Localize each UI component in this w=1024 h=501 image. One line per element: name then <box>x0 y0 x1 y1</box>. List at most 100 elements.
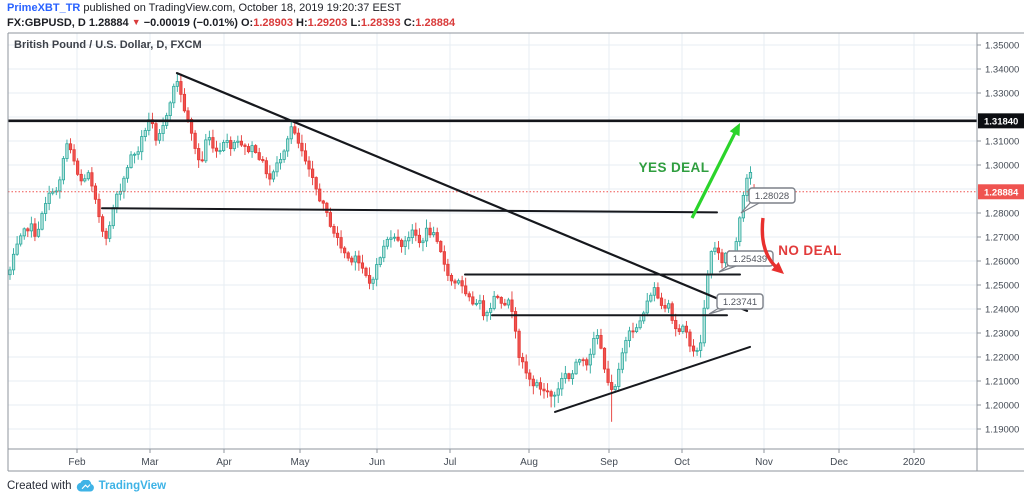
candle-up <box>157 129 162 144</box>
candle-down <box>481 295 486 321</box>
close-label: C: <box>403 17 416 29</box>
candle-body <box>36 228 41 237</box>
candle-body <box>378 257 382 265</box>
candle-body <box>157 133 162 141</box>
candle-body <box>585 359 589 366</box>
candle-up <box>218 142 222 155</box>
candle-body <box>357 255 361 264</box>
candle-body <box>136 151 140 155</box>
candle-body <box>453 280 457 284</box>
candle-body <box>90 172 94 187</box>
candle-up <box>560 372 564 396</box>
footer-attribution: Created with TradingView <box>7 480 166 492</box>
candle-down <box>674 313 678 337</box>
candle-body <box>132 153 137 156</box>
candle-up <box>421 237 425 252</box>
candle-body <box>254 145 258 154</box>
candle-body <box>627 330 632 341</box>
candle-body <box>293 126 297 134</box>
price-tick-label: 1.19000 <box>985 425 1019 436</box>
candle-body <box>595 335 600 339</box>
candle-down <box>567 372 571 382</box>
candle-body <box>197 148 201 161</box>
candle-up <box>695 347 699 356</box>
candle-body <box>289 126 293 140</box>
candle-down <box>585 357 589 371</box>
candle-body <box>93 185 98 200</box>
candle-body <box>371 278 375 284</box>
candle-body <box>670 303 674 321</box>
candle-down <box>79 169 83 186</box>
candle-body <box>638 320 642 329</box>
candle-body <box>328 212 333 227</box>
candle-down <box>610 374 614 422</box>
candle-body <box>51 191 55 194</box>
open-label: O: <box>240 17 254 29</box>
candle-down <box>720 248 724 269</box>
candle-down <box>677 324 681 335</box>
candle-body <box>218 150 222 152</box>
candle-body <box>581 359 585 362</box>
candle-body <box>211 137 215 149</box>
candle-body <box>339 237 343 249</box>
candle-body <box>503 302 507 306</box>
candle-up <box>592 331 596 359</box>
candle-body <box>460 280 464 287</box>
candle-body <box>449 275 454 282</box>
candle-body <box>716 247 721 254</box>
candle-body <box>382 245 386 259</box>
candle-up <box>570 370 575 385</box>
candle-down <box>193 130 197 155</box>
candle-up <box>617 362 621 392</box>
price-tick-label: 1.31000 <box>985 137 1019 148</box>
tradingview-cloud-icon <box>76 480 94 492</box>
horizontal-1.28-trendline <box>101 207 718 214</box>
candle-body <box>72 149 76 162</box>
candle-up <box>129 151 133 169</box>
candle-body <box>563 373 567 379</box>
candle-down <box>314 176 318 196</box>
candle-up <box>22 227 26 240</box>
candle-down <box>599 328 603 350</box>
candle-up <box>172 83 176 109</box>
callout-text: 1.25439 <box>733 254 767 265</box>
candle-body <box>442 251 446 265</box>
candle-up <box>125 164 130 183</box>
candle-body <box>193 132 197 149</box>
author-link[interactable]: PrimeXBT_TR <box>7 2 81 14</box>
current-price-label-text: 1.28884 <box>984 187 1019 198</box>
candle-up <box>385 236 389 250</box>
candle-down <box>716 241 721 260</box>
candle-body <box>19 235 23 245</box>
candle-up <box>410 224 414 244</box>
candle-body <box>29 223 33 232</box>
candle-up <box>19 233 23 247</box>
candle-up <box>713 241 717 255</box>
candle-body <box>681 325 685 332</box>
month-tick-label: Nov <box>755 457 773 468</box>
candle-body <box>86 172 90 180</box>
axis-labels: 1.31840 1.28884 1.19000 1.20000 1.21000 1.220… <box>68 41 1024 468</box>
candle-body <box>691 345 696 352</box>
candle-down <box>264 157 268 179</box>
candle-body <box>488 308 493 313</box>
close-value: 1.28884 <box>415 17 456 29</box>
candle-body <box>172 85 176 104</box>
candle-body <box>296 132 300 144</box>
candle-up <box>595 329 600 345</box>
candle-body <box>115 193 119 208</box>
candle-body <box>709 251 713 275</box>
candle-down <box>417 228 422 248</box>
candle-down <box>339 230 343 254</box>
callout-box <box>748 187 796 204</box>
yes-deal-label: YES DEAL <box>639 160 710 175</box>
candle-body <box>695 350 699 352</box>
candle-down <box>503 298 507 307</box>
candle-up <box>620 347 624 374</box>
price-tick-label: 1.25000 <box>985 281 1019 292</box>
candle-body <box>68 143 73 151</box>
arrow-head <box>729 123 740 137</box>
candle-up <box>15 236 19 256</box>
candle-up <box>232 139 236 152</box>
tradingview-brand-link[interactable]: TradingView <box>98 480 167 492</box>
